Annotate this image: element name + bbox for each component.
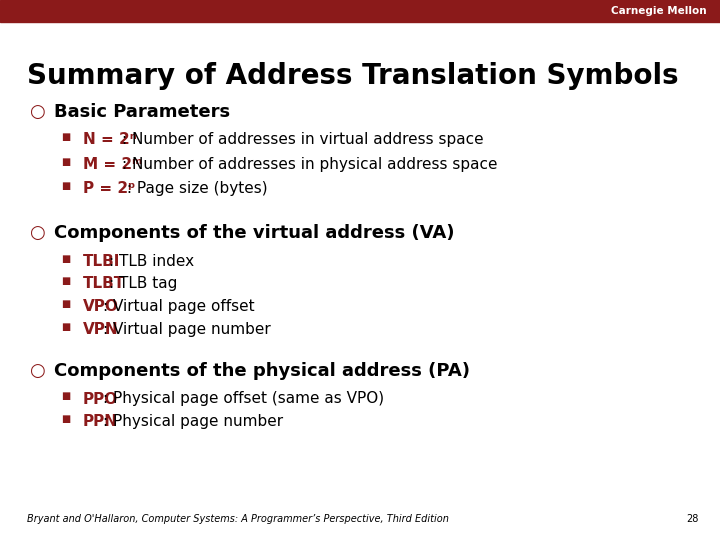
- Text: : Virtual page number: : Virtual page number: [102, 322, 270, 337]
- Text: ■: ■: [61, 254, 71, 264]
- Text: VPO: VPO: [83, 299, 119, 314]
- Text: ■: ■: [61, 181, 71, 191]
- Text: : Number of addresses in physical address space: : Number of addresses in physical addres…: [122, 157, 498, 172]
- Text: ○: ○: [29, 362, 45, 380]
- Text: : Number of addresses in virtual address space: : Number of addresses in virtual address…: [122, 132, 484, 147]
- Text: ■: ■: [61, 157, 71, 167]
- Text: PPN: PPN: [83, 414, 118, 429]
- Text: ■: ■: [61, 276, 71, 287]
- Text: Components of the physical address (PA): Components of the physical address (PA): [54, 362, 470, 380]
- Text: ■: ■: [61, 322, 71, 332]
- Text: : Physical page number: : Physical page number: [102, 414, 283, 429]
- Text: PPO: PPO: [83, 392, 118, 407]
- Text: Components of the virtual address (VA): Components of the virtual address (VA): [54, 224, 454, 242]
- Text: ○: ○: [29, 224, 45, 242]
- Text: N = 2ⁿ: N = 2ⁿ: [83, 132, 137, 147]
- Text: Carnegie Mellon: Carnegie Mellon: [611, 6, 707, 16]
- Text: M = 2ᵐ: M = 2ᵐ: [83, 157, 142, 172]
- Text: 28: 28: [686, 514, 698, 524]
- Text: : Page size (bytes): : Page size (bytes): [122, 181, 268, 196]
- Text: ■: ■: [61, 414, 71, 424]
- Text: TLBI: TLBI: [83, 254, 120, 269]
- Text: Basic Parameters: Basic Parameters: [54, 103, 230, 120]
- Bar: [0, 0, 720, 22]
- Text: : TLB index: : TLB index: [109, 254, 194, 269]
- Text: : TLB tag: : TLB tag: [109, 276, 178, 292]
- Text: ○: ○: [29, 103, 45, 120]
- Text: ■: ■: [61, 299, 71, 309]
- Text: Bryant and O'Hallaron, Computer Systems: A Programmer’s Perspective, Third Editi: Bryant and O'Hallaron, Computer Systems:…: [27, 514, 449, 524]
- Text: VPN: VPN: [83, 322, 118, 337]
- Text: P = 2ᵖ: P = 2ᵖ: [83, 181, 135, 196]
- Text: : Virtual page offset: : Virtual page offset: [102, 299, 254, 314]
- Text: ■: ■: [61, 392, 71, 402]
- Text: : Physical page offset (same as VPO): : Physical page offset (same as VPO): [102, 392, 384, 407]
- Text: TLBT: TLBT: [83, 276, 125, 292]
- Text: ■: ■: [61, 132, 71, 143]
- Text: Summary of Address Translation Symbols: Summary of Address Translation Symbols: [27, 62, 679, 90]
